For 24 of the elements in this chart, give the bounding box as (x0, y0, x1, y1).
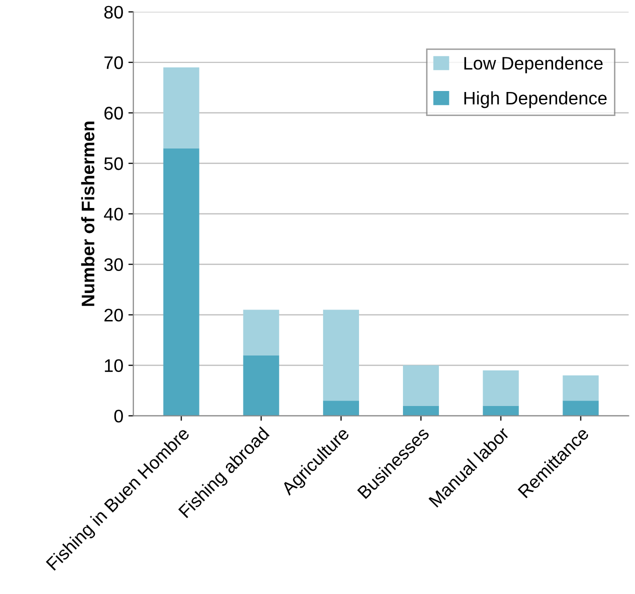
y-tick-label: 50 (104, 157, 123, 170)
bar (562, 375, 599, 401)
bar (482, 406, 519, 416)
y-axis-title: Number of Fishermen (81, 122, 94, 306)
bar (562, 400, 599, 416)
bar (323, 400, 360, 416)
bar (163, 67, 200, 148)
y-tick-label: 70 (104, 56, 123, 70)
bar (243, 310, 280, 356)
legend-label: Low Dependence (464, 56, 603, 74)
bar (323, 310, 360, 401)
y-tick-label: 10 (104, 359, 123, 372)
bar (402, 365, 439, 406)
bar (482, 370, 519, 406)
y-tick-label: 60 (104, 106, 123, 120)
y-tick-label: 20 (104, 308, 123, 322)
y-tick-label: 80 (104, 6, 123, 19)
y-tick-label: 40 (104, 208, 123, 221)
y-tick-label: 0 (114, 410, 123, 423)
bar (243, 355, 280, 416)
legend-label: High Dependence (464, 91, 607, 108)
bar (402, 406, 439, 416)
y-tick-label: 30 (104, 258, 123, 272)
bar (163, 148, 200, 416)
